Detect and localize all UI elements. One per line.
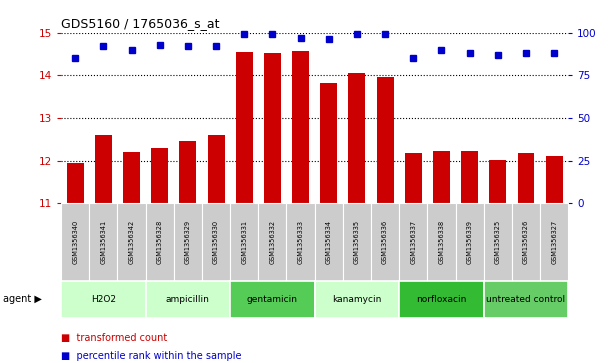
Text: GSM1356331: GSM1356331 [241, 220, 247, 264]
Bar [264, 53, 281, 203]
Text: ampicillin: ampicillin [166, 295, 210, 304]
Text: GSM1356335: GSM1356335 [354, 220, 360, 264]
Text: agent ▶: agent ▶ [3, 294, 42, 305]
Bar [180, 142, 196, 203]
Bar [152, 148, 168, 203]
Text: GDS5160 / 1765036_s_at: GDS5160 / 1765036_s_at [61, 17, 219, 30]
Text: GSM1356329: GSM1356329 [185, 220, 191, 264]
Bar [208, 135, 224, 203]
Text: GSM1356330: GSM1356330 [213, 220, 219, 264]
Text: GSM1356332: GSM1356332 [269, 220, 276, 264]
Bar [320, 83, 337, 203]
Text: GSM1356338: GSM1356338 [439, 220, 444, 264]
Bar [95, 135, 112, 203]
Text: GSM1356340: GSM1356340 [72, 220, 78, 264]
Text: kanamycin: kanamycin [332, 295, 382, 304]
Text: H2O2: H2O2 [91, 295, 116, 304]
Bar [376, 77, 393, 203]
Text: ■  transformed count: ■ transformed count [61, 333, 167, 343]
Bar [405, 153, 422, 203]
Text: GSM1356334: GSM1356334 [326, 220, 332, 264]
Text: norfloxacin: norfloxacin [416, 295, 467, 304]
Bar [236, 52, 253, 203]
Text: GSM1356336: GSM1356336 [382, 220, 388, 264]
Text: GSM1356339: GSM1356339 [467, 220, 473, 264]
Text: GSM1356325: GSM1356325 [495, 220, 501, 264]
Text: untreated control: untreated control [486, 295, 566, 304]
Text: ■  percentile rank within the sample: ■ percentile rank within the sample [61, 351, 241, 361]
Text: GSM1356342: GSM1356342 [128, 220, 134, 264]
Bar [546, 156, 563, 203]
Bar [123, 152, 140, 203]
Bar [292, 50, 309, 203]
Bar [489, 160, 507, 203]
Text: GSM1356327: GSM1356327 [551, 220, 557, 264]
Bar [433, 151, 450, 203]
Bar [461, 151, 478, 203]
Text: GSM1356328: GSM1356328 [156, 220, 163, 264]
Bar [348, 73, 365, 203]
Text: GSM1356341: GSM1356341 [100, 220, 106, 264]
Text: GSM1356337: GSM1356337 [410, 220, 416, 264]
Text: GSM1356333: GSM1356333 [298, 220, 304, 264]
Bar [518, 153, 535, 203]
Text: gentamicin: gentamicin [247, 295, 298, 304]
Text: GSM1356326: GSM1356326 [523, 220, 529, 264]
Bar [67, 163, 84, 203]
